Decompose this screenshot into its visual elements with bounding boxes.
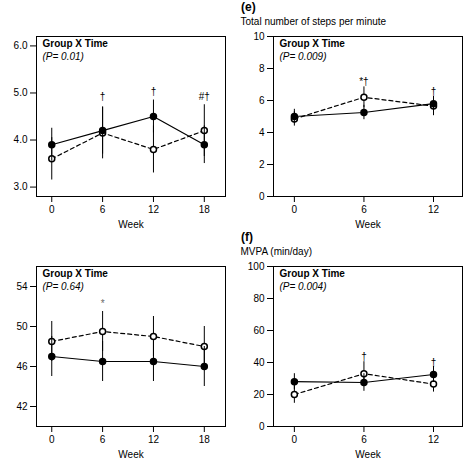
svg-text:0: 0 — [292, 204, 298, 215]
svg-text:6: 6 — [361, 204, 367, 215]
svg-text:0: 0 — [49, 434, 55, 445]
svg-text:18: 18 — [199, 204, 211, 215]
svg-text:Week: Week — [355, 449, 381, 460]
svg-text:0: 0 — [259, 191, 265, 202]
html-text:(e): (e) — [241, 0, 256, 14]
svg-text:Week: Week — [355, 219, 381, 230]
svg-text:4.0: 4.0 — [14, 134, 28, 145]
svg-text:12: 12 — [428, 434, 440, 445]
svg-text:12: 12 — [148, 434, 160, 445]
svg-text:†: † — [151, 86, 157, 97]
svg-text:†: † — [431, 357, 437, 368]
svg-text:4: 4 — [259, 127, 265, 138]
svg-text:54: 54 — [16, 281, 28, 292]
html-text:(f): (f) — [241, 230, 253, 244]
svg-text:Group X Time: Group X Time — [43, 38, 109, 49]
svg-text:(P= 0.64): (P= 0.64) — [43, 281, 84, 292]
svg-text:Week: Week — [118, 219, 144, 230]
svg-text:100: 100 — [248, 261, 265, 272]
svg-text:40: 40 — [253, 357, 265, 368]
svg-text:2: 2 — [259, 159, 265, 170]
svg-text:*†: *† — [359, 76, 368, 87]
svg-text:Week: Week — [118, 449, 144, 460]
svg-text:50: 50 — [16, 321, 28, 332]
svg-text:10: 10 — [253, 31, 265, 42]
svg-text:Group X Time: Group X Time — [280, 268, 346, 279]
svg-text:20: 20 — [253, 389, 265, 400]
svg-text:0: 0 — [292, 434, 298, 445]
svg-text:#†: #† — [199, 91, 210, 102]
svg-text:3.0: 3.0 — [14, 181, 28, 192]
svg-text:42: 42 — [16, 401, 28, 412]
svg-text:MVPA (min/day): MVPA (min/day) — [241, 246, 313, 257]
svg-text:5.0: 5.0 — [14, 87, 28, 98]
svg-text:18: 18 — [199, 434, 211, 445]
svg-text:0: 0 — [259, 421, 265, 432]
svg-text:46: 46 — [16, 361, 28, 372]
svg-text:6: 6 — [361, 434, 367, 445]
svg-text:12: 12 — [428, 204, 440, 215]
svg-text:6.0: 6.0 — [14, 40, 28, 51]
svg-text:*: * — [101, 298, 105, 309]
svg-text:80: 80 — [253, 293, 265, 304]
svg-text:(P= 0.01): (P= 0.01) — [43, 51, 84, 62]
svg-text:6: 6 — [100, 434, 106, 445]
svg-text:Group X Time: Group X Time — [280, 38, 346, 49]
svg-text:8: 8 — [259, 63, 265, 74]
svg-text:60: 60 — [253, 325, 265, 336]
svg-text:6: 6 — [259, 95, 265, 106]
svg-text:Group X Time: Group X Time — [43, 268, 109, 279]
svg-text:12: 12 — [148, 204, 160, 215]
svg-text:†: † — [431, 86, 437, 97]
svg-text:(P= 0.009): (P= 0.009) — [280, 51, 327, 62]
svg-text:†: † — [100, 91, 106, 102]
svg-text:†: † — [361, 351, 367, 362]
svg-text:6: 6 — [100, 204, 106, 215]
svg-text:(P= 0.004): (P= 0.004) — [280, 281, 327, 292]
svg-text:0: 0 — [49, 204, 55, 215]
svg-text:Total number of steps per minu: Total number of steps per minute — [241, 16, 387, 27]
